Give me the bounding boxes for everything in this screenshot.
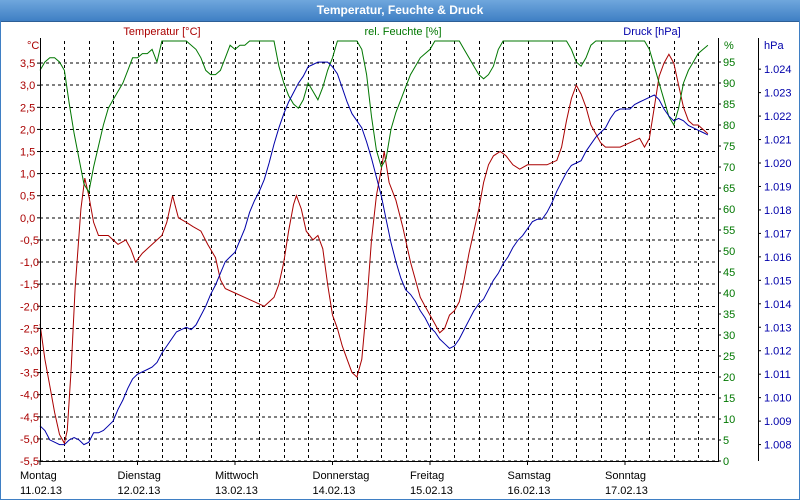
x-tick-date-label: 16.02.13 <box>508 485 551 497</box>
x-tick-day-label: Mittwoch <box>215 470 258 482</box>
pressure-tick-label: 1.012 <box>764 346 792 358</box>
pressure-tick-label: 1.009 <box>764 416 792 428</box>
pressure-tick-label: 1.014 <box>764 299 792 311</box>
temperature-tick-label: 0,5 <box>20 191 35 203</box>
temperature-tick-label: 3,5 <box>20 58 35 70</box>
temperature-tick-label: 3,0 <box>20 80 35 92</box>
pressure-tick-label: 1.023 <box>764 88 792 100</box>
humidity-tick-label: 5 <box>723 435 729 447</box>
temperature-tick-label: 2,5 <box>20 102 35 114</box>
humidity-tick-label: 90 <box>723 78 735 90</box>
x-tick-day-label: Sonntag <box>605 470 646 482</box>
x-tick-day-label: Dienstag <box>118 470 161 482</box>
humidity-tick-label: 85 <box>723 99 735 111</box>
x-tick-day-label: Samstag <box>508 470 551 482</box>
temperature-tick-label: -4,5 <box>20 412 39 424</box>
pressure-tick-label: 1.015 <box>764 275 792 287</box>
temperature-tick-label: -3,0 <box>20 345 39 357</box>
temperature-tick-label: -2,5 <box>20 323 39 335</box>
humidity-tick-label: 0 <box>723 456 729 468</box>
humidity-tick-label: 80 <box>723 120 735 132</box>
humidity-tick-label: 30 <box>723 330 735 342</box>
humidity-tick-label: 25 <box>723 351 735 363</box>
x-tick-day-label: Montag <box>20 470 57 482</box>
pressure-tick-label: 1.024 <box>764 64 792 76</box>
pressure-tick-label: 1.022 <box>764 111 792 123</box>
temperature-tick-label: -5,5 <box>20 456 39 468</box>
pressure-axis-title: Druck [hPa] <box>623 26 680 38</box>
pressure-tick-label: 1.021 <box>764 135 792 147</box>
temperature-tick-label: -1,5 <box>20 279 39 291</box>
temperature-unit: °C <box>27 40 39 52</box>
pressure-tick-label: 1.017 <box>764 228 792 240</box>
series-line-pressure <box>39 61 709 446</box>
humidity-tick-label: 50 <box>723 246 735 258</box>
title-bar: Temperatur, Feuchte & Druck <box>0 0 800 22</box>
humidity-tick-label: 65 <box>723 183 735 195</box>
humidity-tick-label: 10 <box>723 414 735 426</box>
humidity-tick-label: 75 <box>723 141 735 153</box>
temperature-tick-label: 2,0 <box>20 124 35 136</box>
pressure-tick-label: 1.010 <box>764 393 792 405</box>
x-tick-date-label: 17.02.13 <box>605 485 648 497</box>
x-tick-day-label: Freitag <box>410 470 444 482</box>
humidity-tick-label: 60 <box>723 204 735 216</box>
x-tick-date-label: 13.02.13 <box>215 485 258 497</box>
humidity-tick-label: 20 <box>723 372 735 384</box>
pressure-tick-label: 1.019 <box>764 181 792 193</box>
x-tick-date-label: 15.02.13 <box>410 485 453 497</box>
pressure-tick-label: 1.008 <box>764 440 792 452</box>
temperature-axis-title: Temperatur [°C] <box>123 26 200 38</box>
x-tick-date-label: 12.02.13 <box>118 485 161 497</box>
humidity-tick-label: 95 <box>723 57 735 69</box>
temperature-tick-label: 1,0 <box>20 169 35 181</box>
axes-layer: 3,5 3,0 2,5 2,0 1,5 1,0 0,5 0,0 -0,5 -1,0 -1,5 -2,0… <box>20 26 792 497</box>
temperature-tick-label: -1,0 <box>20 257 39 269</box>
humidity-tick-label: 55 <box>723 225 735 237</box>
temperature-tick-label: -3,5 <box>20 368 39 380</box>
humidity-unit: % <box>724 40 734 52</box>
x-tick-date-label: 14.02.13 <box>313 485 356 497</box>
temperature-tick-label: 0,0 <box>20 213 35 225</box>
humidity-tick-label: 40 <box>723 288 735 300</box>
x-tick-date-label: 11.02.13 <box>20 485 62 497</box>
series-line-humidity <box>39 40 709 194</box>
humidity-tick-label: 45 <box>723 267 735 279</box>
temperature-tick-label: -4,0 <box>20 390 39 402</box>
window-title: Temperatur, Feuchte & Druck <box>316 3 484 17</box>
humidity-tick-label: 35 <box>723 309 735 321</box>
pressure-tick-label: 1.018 <box>764 205 792 217</box>
series-layer <box>39 40 709 446</box>
pressure-tick-label: 1.011 <box>764 369 791 381</box>
temperature-tick-label: -5,0 <box>20 434 39 446</box>
temperature-tick-label: -0,5 <box>20 235 39 247</box>
humidity-axis-title: rel. Feuchte [%] <box>364 26 441 38</box>
series-line-temperature <box>39 53 709 445</box>
x-tick-day-label: Donnerstag <box>313 470 370 482</box>
pressure-tick-label: 1.013 <box>764 322 792 334</box>
pressure-tick-label: 1.016 <box>764 252 792 264</box>
grid-lines <box>40 41 718 462</box>
pressure-unit: hPa <box>764 40 784 52</box>
temperature-tick-label: -2,0 <box>20 301 39 313</box>
temperature-tick-label: 1,5 <box>20 147 35 159</box>
pressure-tick-label: 1.020 <box>764 158 792 170</box>
humidity-tick-label: 15 <box>723 393 735 405</box>
humidity-tick-label: 70 <box>723 162 735 174</box>
